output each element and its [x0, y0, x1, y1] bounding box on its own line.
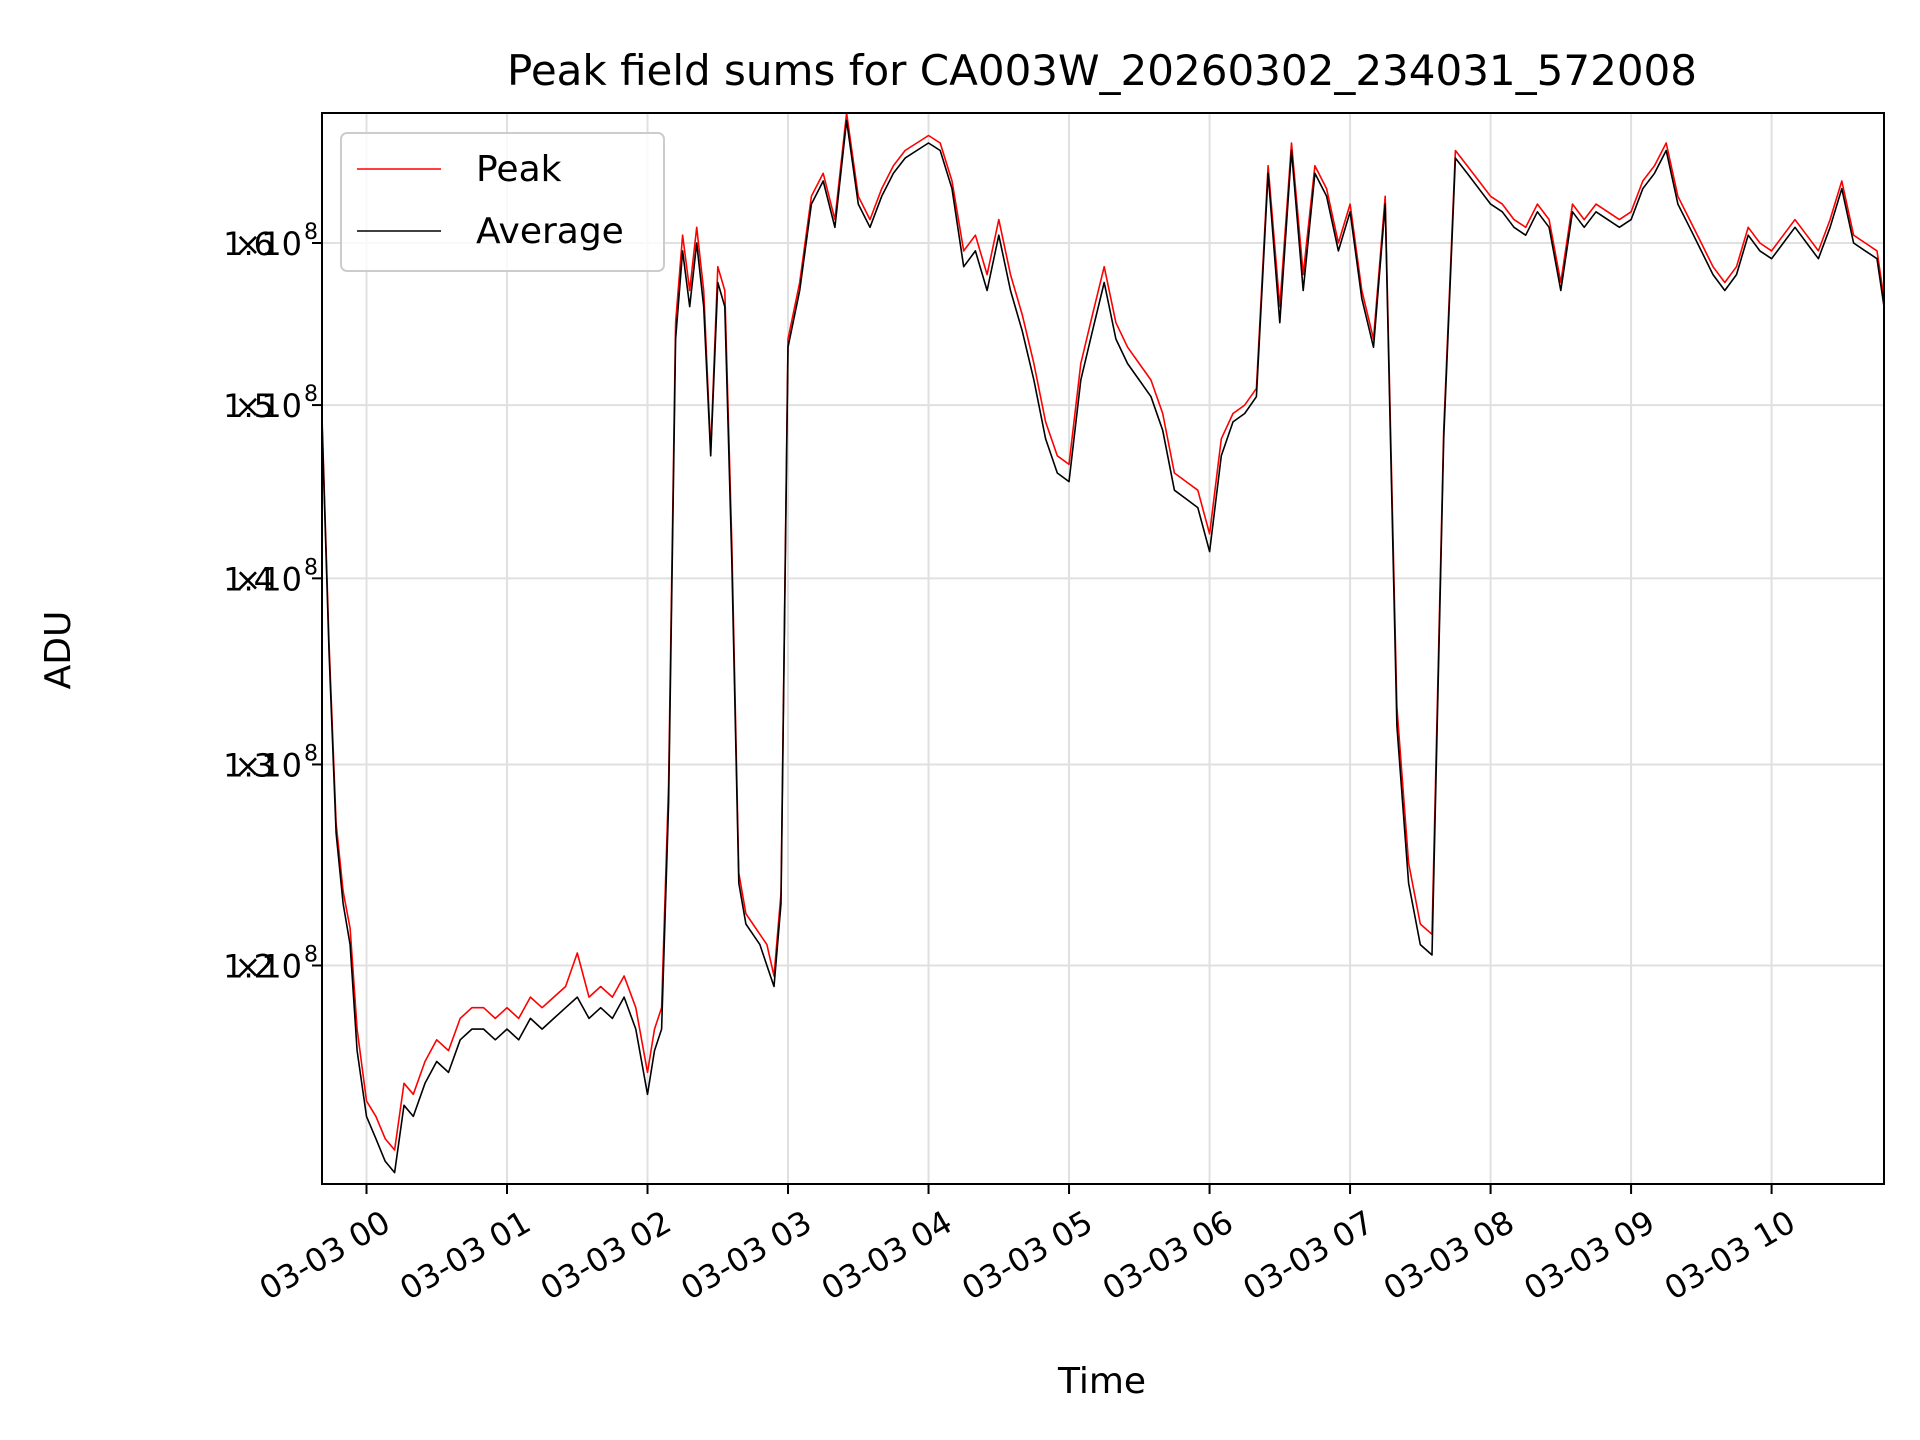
y-tick-exponent: 8 [304, 220, 318, 245]
y-tick-exponent: 8 [304, 382, 318, 407]
series-group [321, 112, 1885, 1174]
y-axis-label: ADU [38, 611, 79, 690]
chart-title: Peak field sums for CA003W_20260302_2340… [507, 46, 1697, 95]
y-tick-base: ×10 [234, 746, 302, 784]
y-tick-exponent: 8 [304, 942, 318, 967]
series-line-peak [321, 112, 1885, 1151]
y-tick-label: 1.4×10 8 [223, 555, 318, 598]
y-axis-ticks: 1.2×10 81.3×10 81.4×10 81.5×10 81.6×10 8 [223, 220, 322, 985]
y-tick-label: 1.2×10 8 [223, 942, 318, 985]
y-tick-mantissa: 1.4 [223, 560, 274, 598]
y-tick-exponent: 8 [304, 741, 318, 766]
y-tick-mantissa: 1.2 [223, 947, 274, 985]
y-tick-base: ×10 [234, 560, 302, 598]
y-tick-mantissa: 1.3 [223, 746, 274, 784]
y-tick-label: 1.6×10 8 [223, 220, 318, 263]
y-tick-base: ×10 [234, 947, 302, 985]
legend-label-average: Average [476, 211, 624, 252]
plot-frame [321, 112, 1885, 1185]
x-axis-label: Time [1057, 1361, 1146, 1402]
y-tick-base: ×10 [234, 387, 302, 425]
y-tick-mantissa: 1.5 [223, 387, 274, 425]
y-tick-label: 1.3×10 8 [223, 741, 318, 784]
y-tick-base: ×10 [234, 225, 302, 263]
y-tick-exponent: 8 [304, 555, 318, 580]
legend-label-peak: Peak [476, 149, 562, 190]
legend: Peak Average [340, 132, 665, 272]
legend-box [340, 132, 665, 272]
series-line-average [321, 119, 1885, 1174]
y-tick-label: 1.5×10 8 [223, 382, 318, 425]
y-tick-mantissa: 1.6 [223, 225, 274, 263]
